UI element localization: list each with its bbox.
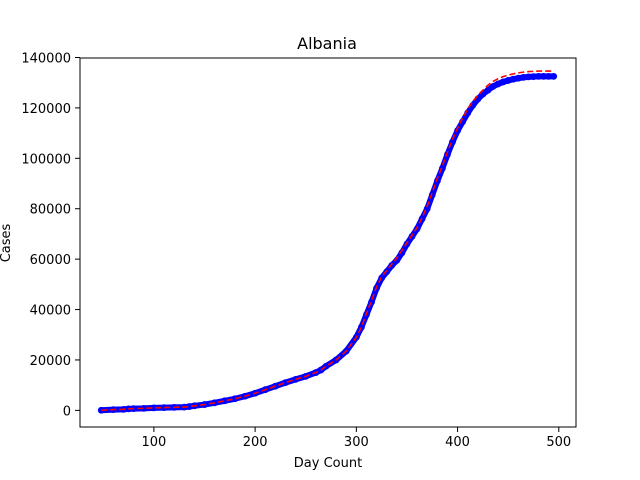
plot-area: [80, 58, 576, 427]
y-tick-label: 20000: [30, 354, 71, 369]
x-tick-label: 500: [546, 435, 571, 450]
x-axis-label: Day Count: [294, 456, 362, 471]
data-point: [454, 127, 461, 134]
data-point: [535, 72, 542, 80]
x-axis: 100 200 300 400 500: [141, 427, 571, 450]
data-point: [530, 73, 537, 81]
y-tick-label: 140000: [21, 51, 71, 66]
data-point: [489, 83, 497, 90]
x-tick-label: 100: [141, 435, 166, 450]
axes-frame: [79, 57, 577, 428]
y-axis: 0 20000 40000 60000 80000 100000 120000 140000: [21, 51, 80, 419]
y-tick-label: 80000: [30, 203, 71, 218]
axes-background: [80, 58, 576, 427]
data-point: [545, 72, 553, 80]
data-point: [509, 75, 517, 83]
data-point: [519, 74, 527, 81]
data-point: [140, 404, 148, 412]
series-2: [101, 70, 554, 412]
data-point: [231, 395, 239, 403]
y-tick-label: 120000: [21, 102, 71, 117]
x-tick-label: 400: [445, 435, 470, 450]
y-axis-label: Cases: [0, 223, 14, 262]
data-point: [514, 74, 522, 82]
data-point: [221, 397, 229, 405]
data-point: [282, 379, 289, 387]
series-layer: [97, 70, 558, 414]
y-tick-label: 60000: [30, 253, 71, 268]
y-tick-label: 100000: [21, 152, 71, 167]
data-point: [550, 72, 558, 80]
data-point: [150, 404, 158, 412]
y-tick-label: 0: [63, 404, 71, 419]
chart-title: Albania: [297, 34, 357, 53]
x-tick-label: 200: [243, 435, 268, 450]
data-point: [358, 323, 365, 331]
data-point: [525, 73, 532, 81]
x-tick-label: 300: [344, 435, 369, 450]
fit-line: [101, 70, 554, 412]
data-point: [484, 86, 492, 94]
data-point: [368, 298, 375, 306]
data-point: [160, 404, 168, 411]
data-point: [398, 249, 406, 257]
data-point: [185, 403, 193, 410]
y-tick-label: 40000: [30, 304, 71, 319]
data-point: [433, 177, 441, 185]
data-point: [393, 256, 401, 264]
data-point: [540, 72, 548, 80]
